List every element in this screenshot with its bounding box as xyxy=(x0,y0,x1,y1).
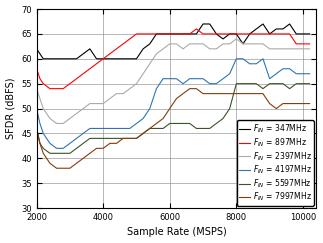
Legend: $F_{IN}$ = 347MHz, $F_{IN}$ = 897MHz, $F_{IN}$ = 2397MHz, $F_{IN}$ = 4197MHz, $F: $F_{IN}$ = 347MHz, $F_{IN}$ = 897MHz, $F… xyxy=(237,121,314,206)
X-axis label: Sample Rate (MSPS): Sample Rate (MSPS) xyxy=(127,227,226,237)
Y-axis label: SFDR (dBFS): SFDR (dBFS) xyxy=(5,78,16,139)
